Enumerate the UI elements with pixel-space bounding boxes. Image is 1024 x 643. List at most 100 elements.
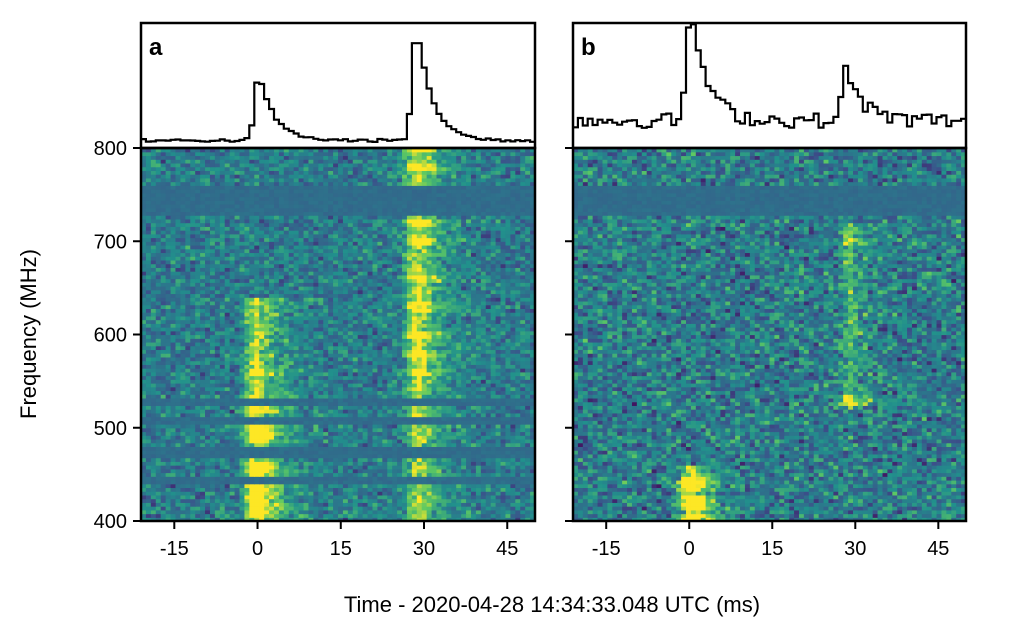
heatmap-cell	[205, 289, 211, 295]
heatmap-cell	[264, 394, 270, 399]
heatmap-cell	[505, 438, 511, 444]
heatmap-cell	[382, 420, 388, 425]
heatmap-cell	[160, 356, 167, 362]
heatmap-cell	[155, 334, 162, 339]
heatmap-cell	[209, 412, 216, 418]
heatmap-cell	[229, 349, 236, 354]
heatmap-cell	[308, 498, 314, 503]
heatmap-cell	[461, 412, 467, 418]
heatmap-cell	[328, 360, 334, 365]
heatmap-cell	[249, 341, 255, 347]
heatmap-cell	[342, 450, 349, 455]
heatmap-cell	[446, 498, 452, 503]
heatmap-cell	[323, 479, 329, 485]
heatmap-cell	[333, 509, 339, 515]
heatmap-cell	[426, 390, 433, 395]
heatmap-cell	[480, 356, 487, 362]
heatmap-cell	[155, 453, 162, 459]
heatmap-cell	[273, 427, 280, 433]
heatmap-cell	[402, 356, 408, 362]
heatmap-cell	[264, 353, 270, 358]
heatmap-cell	[436, 338, 443, 343]
heatmap-cell	[505, 420, 511, 425]
heatmap-cell	[195, 319, 201, 324]
heatmap-cell	[362, 364, 369, 369]
heatmap-cell	[170, 453, 177, 459]
heatmap-cell	[470, 442, 477, 447]
heatmap-cell	[308, 431, 314, 436]
heatmap-cell	[249, 401, 255, 406]
heatmap-cell	[229, 338, 236, 343]
heatmap-cell	[239, 341, 246, 347]
heatmap-cell	[495, 517, 502, 522]
heatmap-cell	[525, 356, 531, 362]
heatmap-cell	[342, 368, 349, 373]
heatmap-cell	[367, 379, 374, 384]
heatmap-cell	[219, 517, 226, 522]
heatmap-cell	[416, 412, 423, 418]
heatmap-cell	[205, 375, 211, 380]
heatmap-cell	[475, 319, 482, 324]
heatmap-cell	[505, 487, 511, 492]
heatmap-cell	[485, 341, 492, 347]
heatmap-cell	[239, 491, 246, 496]
heatmap-cell	[456, 405, 462, 410]
heatmap-cell	[278, 353, 285, 358]
heatmap-cell	[293, 412, 300, 418]
heatmap-cell	[382, 315, 388, 321]
heatmap-cell	[392, 476, 398, 481]
heatmap-cell	[224, 334, 231, 339]
heatmap-cell	[475, 323, 482, 328]
heatmap-cell	[466, 386, 472, 392]
heatmap-cell	[333, 375, 339, 380]
heatmap-cell	[367, 442, 374, 447]
heatmap-cell	[461, 382, 467, 388]
heatmap-cell	[333, 379, 339, 384]
heatmap-cell	[357, 289, 364, 295]
heatmap-cell	[525, 506, 531, 511]
heatmap-cell	[362, 431, 369, 436]
heatmap-cell	[342, 375, 349, 380]
heatmap-cell	[500, 506, 507, 511]
heatmap-cell	[456, 513, 462, 518]
heatmap-cell	[480, 479, 487, 485]
heatmap-cell	[205, 409, 211, 414]
heatmap-cell	[456, 435, 462, 440]
heatmap-cell	[214, 442, 221, 447]
heatmap-cell	[466, 368, 472, 373]
heatmap-cell	[426, 472, 433, 477]
heatmap-cell	[402, 491, 408, 496]
heatmap-cell	[406, 468, 413, 474]
heatmap-cell	[338, 420, 344, 425]
heatmap-cell	[470, 472, 477, 477]
heatmap-cell	[500, 308, 507, 313]
heatmap-cell	[421, 341, 428, 347]
heatmap-cell	[229, 435, 236, 440]
heatmap-cell	[352, 353, 359, 358]
heatmap-cell	[392, 409, 398, 414]
heatmap-cell	[150, 453, 157, 459]
heatmap-cell	[436, 509, 443, 515]
heatmap-cell	[490, 424, 497, 429]
heatmap-cell	[338, 424, 344, 429]
heatmap-cell	[323, 509, 329, 515]
heatmap-cell	[249, 506, 255, 511]
heatmap-cell	[165, 416, 172, 421]
heatmap-cell	[155, 487, 162, 492]
heatmap-cell	[352, 319, 359, 324]
heatmap-cell	[431, 438, 438, 444]
heatmap-cell	[352, 498, 359, 503]
heatmap-cell	[150, 386, 157, 392]
heatmap-cell	[362, 446, 369, 451]
heatmap-cell	[382, 442, 388, 447]
heatmap-cell	[214, 468, 221, 474]
heatmap-cell	[461, 315, 467, 321]
heatmap-cell	[141, 345, 147, 351]
heatmap-cell	[342, 319, 349, 324]
heatmap-cell	[402, 308, 408, 313]
heatmap-cell	[298, 457, 305, 462]
heatmap-cell	[490, 435, 497, 440]
heatmap-cell	[264, 517, 270, 522]
heatmap-cell	[190, 420, 196, 425]
heatmap-cell	[411, 353, 418, 358]
